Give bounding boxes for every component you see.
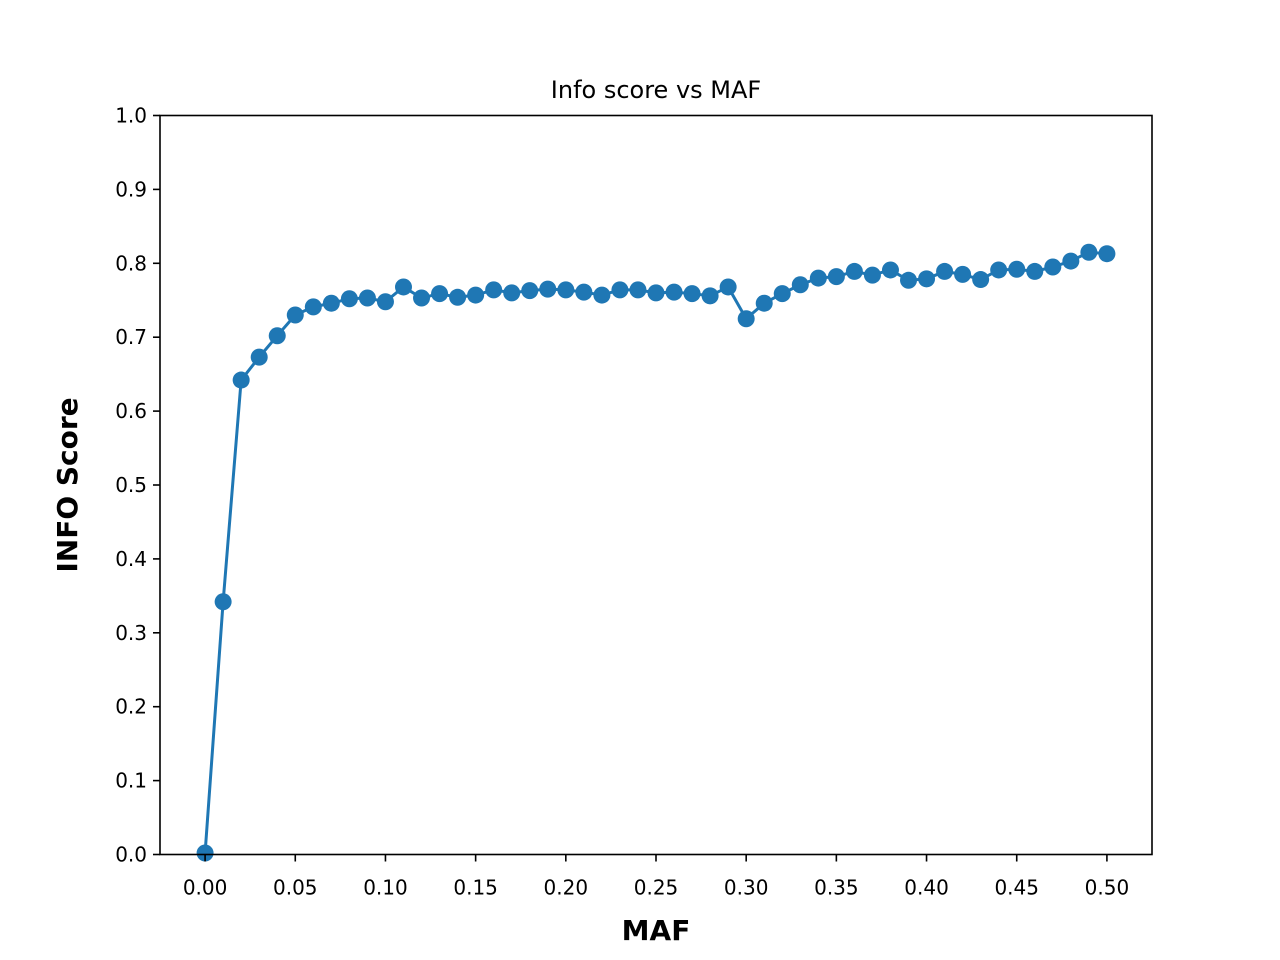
data-point bbox=[503, 284, 521, 302]
y-tick-label: 0.6 bbox=[115, 399, 147, 423]
y-tick-label: 0.5 bbox=[115, 473, 147, 497]
x-tick-label: 0.50 bbox=[1085, 876, 1130, 900]
x-tick-label: 0.10 bbox=[363, 876, 408, 900]
x-axis-label: MAF bbox=[622, 914, 691, 947]
x-axis: 0.00 0.05 0.10 0.15 0.20 0.25 0.30 0.35 0.40 0.45… bbox=[183, 854, 1130, 900]
y-tick-label: 0.3 bbox=[115, 621, 147, 645]
plot-frame bbox=[159, 114, 1153, 856]
data-point bbox=[881, 261, 899, 279]
data-point bbox=[900, 271, 918, 289]
data-point bbox=[521, 282, 539, 300]
data-point bbox=[683, 285, 701, 303]
data-point bbox=[773, 285, 791, 303]
data-point bbox=[647, 284, 665, 302]
y-axis: 0.0 0.1 0.2 0.3 0.4 0.5 0.6 0.7 0.8 0.9 1.0 bbox=[115, 104, 160, 867]
data-point bbox=[431, 285, 449, 303]
data-point bbox=[1080, 243, 1098, 261]
data-point bbox=[755, 294, 773, 312]
y-tick-label: 0.4 bbox=[115, 547, 147, 571]
data-point bbox=[936, 262, 954, 280]
data-point bbox=[629, 281, 647, 299]
data-point bbox=[268, 327, 286, 345]
data-point bbox=[196, 844, 214, 862]
data-point bbox=[286, 306, 304, 324]
data-point bbox=[232, 371, 250, 389]
data-point bbox=[863, 266, 881, 284]
data-point bbox=[990, 261, 1008, 279]
data-point bbox=[394, 278, 412, 296]
chart-title: Info score vs MAF bbox=[551, 76, 761, 104]
data-point bbox=[665, 283, 683, 301]
x-tick-label: 0.30 bbox=[724, 876, 769, 900]
x-tick-label: 0.00 bbox=[183, 876, 228, 900]
data-point bbox=[1044, 258, 1062, 276]
data-point bbox=[593, 286, 611, 304]
data-point bbox=[701, 287, 719, 305]
data-point bbox=[791, 276, 809, 294]
data-point bbox=[918, 270, 936, 288]
data-point bbox=[737, 310, 755, 328]
x-tick-label: 0.15 bbox=[453, 876, 498, 900]
data-point bbox=[972, 271, 990, 289]
data-point bbox=[485, 281, 503, 299]
data-point bbox=[449, 288, 467, 306]
x-tick-label: 0.25 bbox=[634, 876, 679, 900]
data-point bbox=[413, 289, 431, 307]
data-point bbox=[1062, 252, 1080, 270]
data-point bbox=[376, 293, 394, 311]
data-point bbox=[467, 286, 485, 304]
data-point bbox=[322, 294, 340, 312]
data-point bbox=[809, 269, 827, 287]
data-point bbox=[954, 265, 972, 283]
x-tick-label: 0.20 bbox=[544, 876, 589, 900]
data-point bbox=[1026, 262, 1044, 280]
data-point bbox=[1098, 245, 1116, 263]
y-tick-label: 0.8 bbox=[115, 251, 147, 275]
plot-area bbox=[196, 243, 1116, 862]
y-tick-label: 1.0 bbox=[115, 104, 147, 128]
data-point bbox=[611, 281, 629, 299]
data-point bbox=[827, 268, 845, 286]
data-point bbox=[845, 262, 863, 280]
data-point bbox=[340, 290, 358, 308]
y-axis-label: INFO Score bbox=[51, 397, 84, 572]
data-point bbox=[214, 593, 232, 611]
y-tick-label: 0.2 bbox=[115, 695, 147, 719]
data-point bbox=[304, 298, 322, 316]
data-point bbox=[539, 280, 557, 298]
y-tick-label: 0.7 bbox=[115, 325, 147, 349]
data-point bbox=[575, 283, 593, 301]
y-tick-label: 0.1 bbox=[115, 769, 147, 793]
data-point bbox=[719, 278, 737, 296]
data-point bbox=[250, 348, 268, 366]
x-tick-label: 0.35 bbox=[814, 876, 859, 900]
y-tick-label: 0.0 bbox=[115, 843, 147, 867]
data-point bbox=[358, 289, 376, 307]
data-point bbox=[1008, 260, 1026, 278]
y-tick-label: 0.9 bbox=[115, 177, 147, 201]
x-tick-label: 0.45 bbox=[994, 876, 1039, 900]
x-tick-label: 0.05 bbox=[273, 876, 318, 900]
data-point bbox=[557, 281, 575, 299]
x-tick-label: 0.40 bbox=[904, 876, 949, 900]
